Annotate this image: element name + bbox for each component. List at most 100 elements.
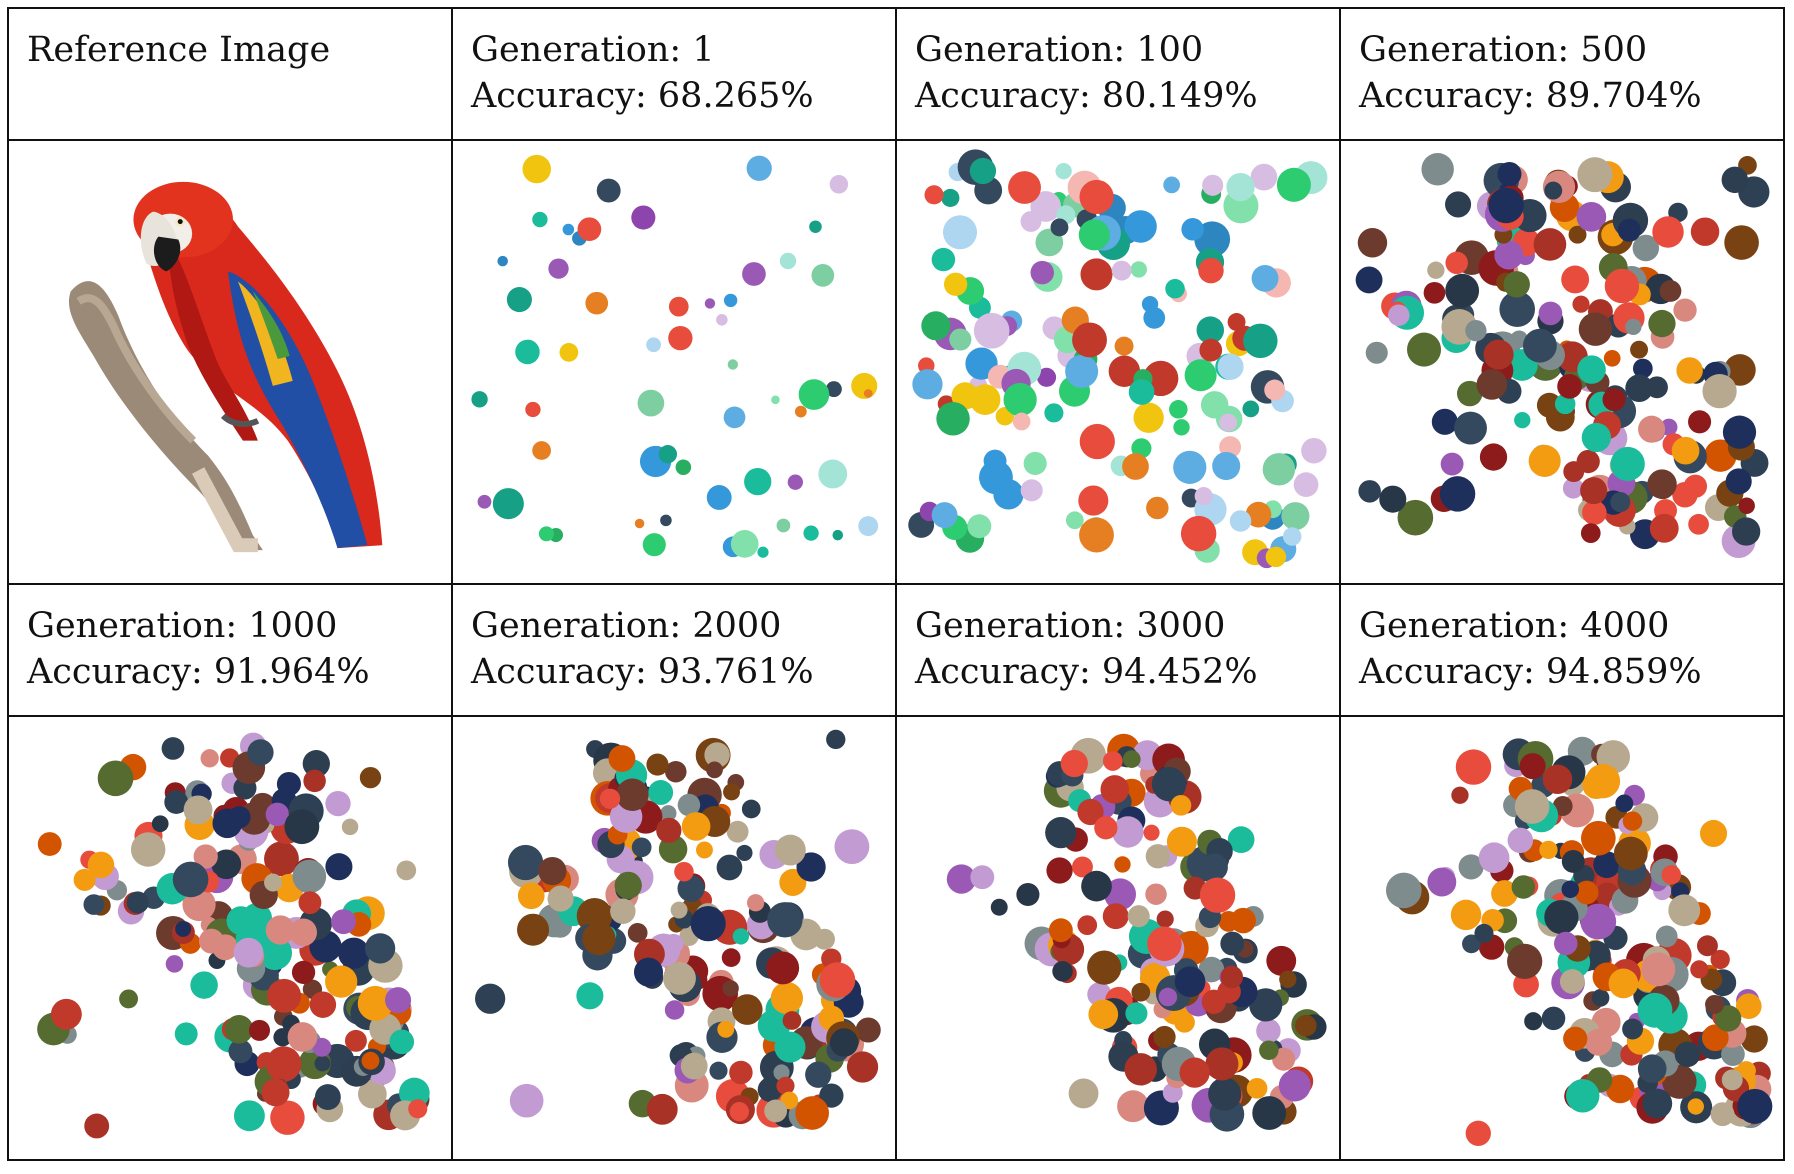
circle-mark <box>795 1096 829 1130</box>
circle-mark <box>1538 301 1563 326</box>
circle-mark <box>1625 318 1642 336</box>
circle-mark <box>846 1051 879 1083</box>
cell-title: Generation: 100 <box>915 30 1204 70</box>
circle-mark <box>492 488 524 520</box>
circle-mark <box>1407 332 1442 367</box>
circle-mark <box>314 1084 341 1111</box>
circle-mark <box>1676 357 1703 384</box>
circle-mark <box>1143 824 1160 841</box>
circle-mark <box>475 983 506 1014</box>
circle-mark <box>357 985 393 1021</box>
circle-mark <box>87 851 115 879</box>
circle-mark <box>1655 925 1678 948</box>
circle-mark <box>675 459 692 475</box>
circle-mark <box>766 951 800 985</box>
circle-mark <box>1539 840 1558 860</box>
circle-mark <box>83 894 105 915</box>
circle-mark <box>943 272 968 296</box>
circle-mark <box>1524 1012 1543 1031</box>
circle-mark <box>660 514 672 527</box>
circle-mark <box>674 861 694 882</box>
circle-mark <box>261 1078 290 1107</box>
circle-mark <box>1156 910 1174 928</box>
circle-mark <box>663 933 684 954</box>
circle-mark <box>776 1076 795 1095</box>
circle-mark <box>803 525 819 541</box>
circle-mark <box>247 739 274 766</box>
circle-mark <box>794 405 807 418</box>
circle-mark <box>547 885 574 912</box>
circle-mark <box>1578 312 1613 346</box>
circle-mark <box>665 761 687 783</box>
circle-mark <box>1702 374 1737 409</box>
circle-mark <box>936 402 970 436</box>
circle-mark <box>211 849 242 880</box>
circle-mark <box>1079 179 1114 215</box>
circle-mark <box>809 220 822 233</box>
circle-mark <box>1427 867 1457 897</box>
circle-mark <box>1514 411 1531 429</box>
circle-mark <box>1217 353 1244 380</box>
circle-mark <box>1365 341 1388 364</box>
circle-mark <box>660 805 677 822</box>
circle-mark <box>538 526 554 542</box>
circle-mark <box>1358 480 1381 503</box>
circle-mark <box>1229 510 1252 532</box>
circle-mark <box>532 441 551 460</box>
circle-mark <box>1503 271 1530 298</box>
circle-mark <box>1088 999 1119 1030</box>
circle-mark <box>1615 794 1634 813</box>
circle-mark <box>825 381 842 398</box>
circle-mark <box>264 873 282 892</box>
circle-mark <box>1246 1077 1268 1099</box>
circle-mark <box>1474 923 1494 943</box>
circle-mark <box>1603 349 1621 367</box>
circle-mark <box>706 761 723 779</box>
circle-mark <box>614 871 642 899</box>
circle-mark <box>1198 956 1225 983</box>
header-cell: Generation: 4000 Accuracy: 94.859% <box>1339 583 1785 717</box>
circle-mark <box>1111 260 1132 281</box>
circle-mark <box>646 753 669 776</box>
circle-mark <box>1266 945 1297 976</box>
circle-mark <box>723 293 738 308</box>
circle-mark <box>1250 163 1278 191</box>
circle-mark <box>126 891 149 914</box>
circle-mark <box>1282 527 1302 546</box>
circle-mark <box>912 369 943 400</box>
circle-mark <box>1497 162 1522 187</box>
circle-mark <box>165 955 184 973</box>
circle-mark <box>858 516 879 537</box>
circle-mark <box>616 778 649 811</box>
circle-mark <box>1194 487 1213 506</box>
circle-mark <box>1242 400 1260 418</box>
circle-mark <box>1465 1120 1491 1146</box>
circle-mark <box>1541 1006 1566 1031</box>
circle-mark <box>1580 477 1608 505</box>
circle-mark <box>969 384 1001 415</box>
circle-mark <box>993 479 1024 510</box>
circle-mark <box>265 802 290 827</box>
circle-mark <box>1198 257 1224 284</box>
circle-mark <box>248 1019 271 1041</box>
circle-mark <box>677 793 701 817</box>
circle-mark <box>509 1083 544 1118</box>
circle-mark <box>1170 794 1192 816</box>
header-cell: Generation: 2000 Accuracy: 93.761% <box>451 583 897 717</box>
circle-mark <box>264 841 299 877</box>
circle-mark <box>193 844 218 869</box>
circle-mark <box>1533 228 1567 261</box>
circle-mark <box>832 529 844 541</box>
circle-mark <box>1632 358 1653 379</box>
cell-title: Reference Image <box>27 30 331 70</box>
circle-mark <box>233 1100 265 1132</box>
circle-mark <box>1671 436 1700 465</box>
circle-mark <box>1661 865 1682 885</box>
circle-mark <box>946 864 977 894</box>
circle-mark <box>1387 304 1410 326</box>
circle-mark <box>1196 316 1225 344</box>
circle-mark <box>1562 477 1584 499</box>
circle-mark <box>344 1029 367 1052</box>
circle-mark <box>1576 202 1607 232</box>
circle-mark <box>1572 295 1590 313</box>
